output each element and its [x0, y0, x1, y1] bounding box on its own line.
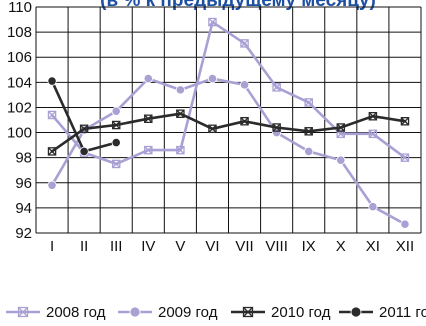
series-line — [50, 20, 407, 166]
data-point — [111, 138, 121, 148]
legend-label: 2011 год — [379, 304, 426, 321]
data-point — [144, 114, 153, 123]
x-tick-label: IV — [141, 238, 155, 255]
data-point — [242, 306, 254, 318]
series-layer — [47, 17, 410, 229]
data-point — [304, 98, 313, 107]
legend-item: 2010 год — [231, 304, 331, 321]
y-tick-label: 110 — [8, 0, 32, 16]
series-line — [50, 112, 407, 153]
data-point — [143, 73, 153, 84]
data-point — [111, 106, 121, 116]
legend-item: 2009 год — [118, 304, 218, 321]
y-tick-label: 96 — [15, 175, 32, 192]
data-point — [368, 129, 378, 139]
data-point — [176, 109, 185, 118]
data-point — [79, 146, 89, 156]
data-point — [47, 76, 57, 86]
data-point — [336, 123, 346, 132]
data-point — [304, 146, 314, 156]
x-tick-label: I — [50, 238, 54, 255]
series-line — [50, 77, 407, 226]
data-point — [17, 306, 29, 318]
data-point — [47, 147, 57, 156]
data-point — [47, 180, 57, 190]
y-tick-label: 108 — [7, 24, 32, 41]
y-tick-label: 92 — [15, 225, 32, 242]
data-point — [175, 85, 185, 95]
x-tick-label: XII — [396, 238, 414, 255]
data-point — [368, 111, 378, 121]
data-point — [47, 110, 57, 120]
x-tick-label: X — [336, 238, 346, 255]
data-point — [208, 17, 217, 27]
data-point — [368, 202, 378, 212]
data-point — [111, 120, 121, 130]
data-point — [79, 124, 89, 134]
y-tick-label: 102 — [7, 99, 32, 116]
y-tick-label: 100 — [7, 125, 32, 142]
data-point — [400, 117, 410, 126]
data-point — [240, 117, 249, 126]
series-2 — [47, 73, 410, 229]
chart-title: (в % к предыдущему месяцу) — [100, 0, 376, 11]
data-point — [144, 145, 153, 155]
legend-item: 2011 год — [339, 304, 426, 321]
legend-label: 2010 год — [271, 304, 331, 321]
x-tick-label: VI — [205, 238, 219, 255]
legend-label: 2008 год — [46, 304, 106, 321]
y-tick-label: 104 — [7, 74, 32, 91]
data-point — [239, 80, 250, 90]
data-point — [304, 127, 313, 136]
x-tick-label: V — [175, 238, 185, 255]
legend-label: 2009 год — [158, 304, 218, 321]
data-point — [240, 39, 249, 48]
data-point — [272, 123, 281, 132]
data-point — [400, 219, 410, 229]
data-point — [350, 306, 362, 318]
x-tick-label: VIII — [265, 238, 288, 255]
x-tick-label: II — [80, 238, 88, 255]
series-4 — [47, 76, 121, 156]
data-point — [111, 159, 121, 169]
y-tick-label: 94 — [15, 200, 32, 217]
legend: 2008 год 2009 год 2010 год 2011 год — [6, 304, 426, 321]
y-tick-label: 98 — [15, 150, 32, 167]
x-tick-label: XI — [366, 238, 380, 255]
data-point — [400, 153, 410, 162]
data-point — [176, 145, 185, 155]
y-tick-label: 106 — [7, 49, 32, 66]
legend-item: 2008 год — [6, 304, 106, 321]
data-point — [336, 155, 346, 165]
series-3 — [47, 109, 410, 156]
x-tick-label: IX — [302, 238, 316, 255]
x-tick-label: VII — [235, 238, 253, 255]
x-tick-label: III — [110, 238, 123, 255]
data-point — [207, 73, 218, 84]
data-point — [129, 306, 141, 318]
data-point — [272, 83, 281, 92]
data-point — [208, 124, 217, 134]
